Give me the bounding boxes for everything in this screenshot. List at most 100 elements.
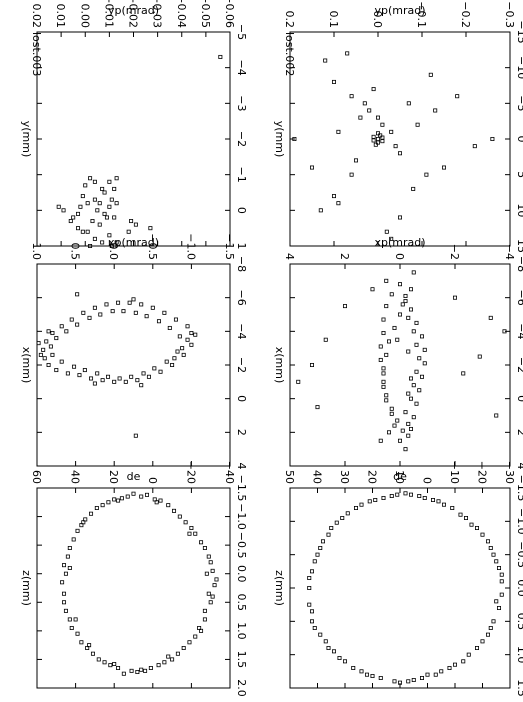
plot-frame (289, 487, 511, 689)
data-point (88, 243, 93, 248)
data-point (38, 352, 43, 357)
data-point (152, 366, 157, 371)
x-tick-label: 10 (515, 203, 523, 217)
data-point (202, 546, 207, 551)
data-point (499, 579, 504, 584)
data-point (309, 609, 314, 614)
y-tick-label: 0 (421, 477, 434, 484)
data-point (466, 652, 471, 657)
data-point (156, 319, 161, 324)
data-point (199, 628, 204, 633)
data-point (110, 309, 115, 314)
data-point (422, 347, 427, 352)
data-point (108, 663, 113, 668)
data-point (406, 679, 411, 684)
data-point (60, 580, 65, 585)
de-label: de (393, 470, 407, 483)
panel-p2: −5 −4 −3 −2 −1 0 1 −0.06 −0.05 −0.04 −0.03 −0.02 −0.… (20, 0, 248, 250)
data-point (452, 295, 457, 300)
data-point (380, 139, 385, 144)
data-point (381, 495, 386, 500)
data-point (162, 310, 167, 315)
data-point (307, 602, 312, 607)
data-point (349, 172, 354, 177)
data-point (381, 379, 386, 384)
data-point (139, 383, 144, 388)
x-tick-label: 0.5 (515, 613, 523, 631)
y-tick-label: −30 (503, 461, 516, 484)
data-point (417, 493, 422, 498)
data-point (406, 315, 411, 320)
data-point (123, 379, 128, 384)
data-point (112, 215, 117, 220)
data-point (422, 361, 427, 366)
data-point (381, 317, 386, 322)
data-point (469, 522, 474, 527)
x-tick-label: −2 (235, 131, 248, 147)
data-point (162, 660, 167, 665)
data-point (441, 165, 446, 170)
y-tick-label: −0.5 (146, 233, 159, 260)
data-point (62, 591, 67, 596)
data-point (502, 329, 507, 334)
data-point (145, 492, 150, 497)
data-point (371, 87, 376, 92)
data-point (50, 331, 55, 336)
data-point (452, 662, 457, 667)
data-point (384, 278, 389, 283)
data-point (129, 219, 134, 224)
x-tick-label: −15 (515, 20, 523, 43)
data-point (422, 495, 427, 500)
data-point (100, 378, 105, 383)
x-tick-label: −4 (235, 323, 248, 339)
y-tick-label: −0.06 (223, 0, 236, 28)
data-point (491, 552, 496, 557)
data-point (323, 337, 328, 342)
data-point (106, 500, 111, 505)
x-axis-label: yp(mrad) (108, 4, 159, 17)
data-point (331, 649, 336, 654)
data-point (419, 676, 424, 681)
data-point (97, 201, 102, 206)
data-point (408, 396, 413, 401)
x-tick-label: 15 (515, 239, 523, 253)
data-point (102, 660, 107, 665)
data-point (461, 659, 466, 664)
data-point (212, 583, 217, 588)
data-point (406, 391, 411, 396)
data-point (75, 322, 80, 327)
data-point (384, 393, 389, 398)
x-tick-label: −5 (235, 24, 248, 40)
data-point (202, 617, 207, 622)
data-point (320, 539, 325, 544)
data-point (296, 379, 301, 384)
y-tick-label: 0.01 (54, 4, 67, 29)
data-point (116, 666, 121, 671)
x-tick-label: −1.0 (515, 508, 523, 535)
data-point (72, 364, 77, 369)
data-point (349, 94, 354, 99)
data-point (175, 651, 180, 656)
x-tick-label: 2 (515, 429, 523, 436)
data-point (88, 176, 93, 181)
data-point (411, 186, 416, 191)
data-point (210, 568, 215, 573)
data-point (381, 371, 386, 376)
y-tick-label: −0.02 (127, 0, 140, 28)
plot-frame (289, 263, 511, 467)
data-point (48, 344, 53, 349)
y-axis-label: z(mm) (273, 570, 286, 606)
y-tick-label: 2 (338, 253, 351, 260)
data-point (114, 240, 119, 245)
y-tick-label: −0.04 (175, 0, 188, 28)
data-point (206, 591, 211, 596)
data-point (167, 325, 172, 330)
data-point (309, 165, 314, 170)
data-point (411, 270, 416, 275)
data-point (395, 492, 400, 497)
y-tick-label: 30 (338, 470, 351, 484)
data-point (384, 398, 389, 403)
data-point (370, 287, 375, 292)
x-tick-label: −0.5 (235, 532, 248, 559)
